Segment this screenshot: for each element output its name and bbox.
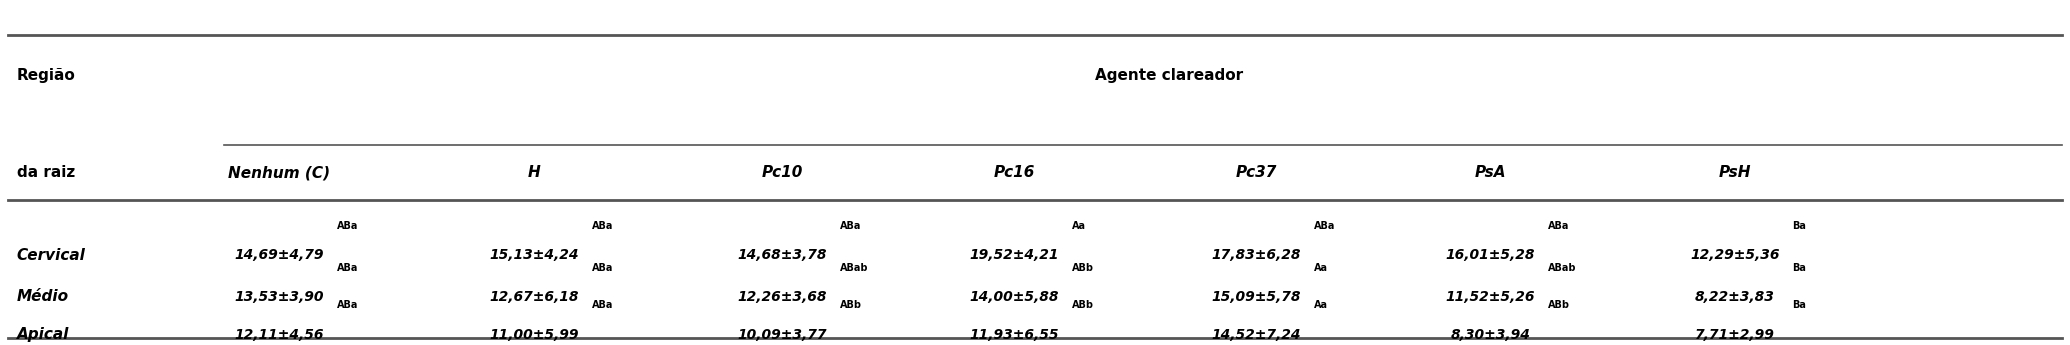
Text: 10,09±3,77: 10,09±3,77 xyxy=(737,328,828,342)
Text: ABab: ABab xyxy=(840,263,869,273)
Text: Aa: Aa xyxy=(1314,300,1329,310)
Text: PsA: PsA xyxy=(1474,165,1507,180)
Text: ABa: ABa xyxy=(592,263,613,273)
Text: Pc16: Pc16 xyxy=(994,165,1035,180)
Text: 14,52±7,24: 14,52±7,24 xyxy=(1211,328,1302,342)
Text: 7,71±2,99: 7,71±2,99 xyxy=(1695,328,1774,342)
Text: 13,53±3,90: 13,53±3,90 xyxy=(234,290,325,304)
Text: 12,67±6,18: 12,67±6,18 xyxy=(489,290,580,304)
Text: Médio: Médio xyxy=(17,289,68,304)
Text: 11,52±5,26: 11,52±5,26 xyxy=(1445,290,1536,304)
Text: Aa: Aa xyxy=(1072,221,1087,231)
Text: ABa: ABa xyxy=(1314,221,1335,231)
Text: 17,83±6,28: 17,83±6,28 xyxy=(1211,248,1302,262)
Text: H: H xyxy=(528,165,540,180)
Text: Nenhum (C): Nenhum (C) xyxy=(228,165,331,180)
Text: ABb: ABb xyxy=(840,300,863,310)
Text: ABa: ABa xyxy=(337,300,358,310)
Text: 12,26±3,68: 12,26±3,68 xyxy=(737,290,828,304)
Text: 15,09±5,78: 15,09±5,78 xyxy=(1211,290,1302,304)
Text: 15,13±4,24: 15,13±4,24 xyxy=(489,248,580,262)
Text: ABa: ABa xyxy=(1548,221,1569,231)
Text: 12,11±4,56: 12,11±4,56 xyxy=(234,328,325,342)
Text: ABb: ABb xyxy=(1548,300,1571,310)
Text: 16,01±5,28: 16,01±5,28 xyxy=(1445,248,1536,262)
Text: 14,00±5,88: 14,00±5,88 xyxy=(969,290,1060,304)
Text: ABa: ABa xyxy=(592,300,613,310)
Text: ABa: ABa xyxy=(337,263,358,273)
Text: 8,30±3,94: 8,30±3,94 xyxy=(1451,328,1530,342)
Text: Aa: Aa xyxy=(1314,263,1329,273)
Text: 11,93±6,55: 11,93±6,55 xyxy=(969,328,1060,342)
Text: Ba: Ba xyxy=(1793,263,1807,273)
Text: ABb: ABb xyxy=(1072,300,1095,310)
Text: ABab: ABab xyxy=(1548,263,1577,273)
Text: Cervical: Cervical xyxy=(17,248,85,263)
Text: ABa: ABa xyxy=(337,221,358,231)
Text: PsH: PsH xyxy=(1718,165,1751,180)
Text: 11,00±5,99: 11,00±5,99 xyxy=(489,328,580,342)
Text: Ba: Ba xyxy=(1793,300,1807,310)
Text: Pc37: Pc37 xyxy=(1236,165,1277,180)
Text: ABa: ABa xyxy=(840,221,861,231)
Text: Pc10: Pc10 xyxy=(762,165,803,180)
Text: 19,52±4,21: 19,52±4,21 xyxy=(969,248,1060,262)
Text: Ba: Ba xyxy=(1793,221,1807,231)
Text: 14,69±4,79: 14,69±4,79 xyxy=(234,248,325,262)
Text: ABa: ABa xyxy=(592,221,613,231)
Text: 14,68±3,78: 14,68±3,78 xyxy=(737,248,828,262)
Text: Região: Região xyxy=(17,68,75,83)
Text: Agente clareador: Agente clareador xyxy=(1095,68,1244,83)
Text: Apical: Apical xyxy=(17,327,68,342)
Text: 8,22±3,83: 8,22±3,83 xyxy=(1695,290,1774,304)
Text: 12,29±5,36: 12,29±5,36 xyxy=(1689,248,1780,262)
Text: ABb: ABb xyxy=(1072,263,1095,273)
Text: da raiz: da raiz xyxy=(17,165,75,180)
